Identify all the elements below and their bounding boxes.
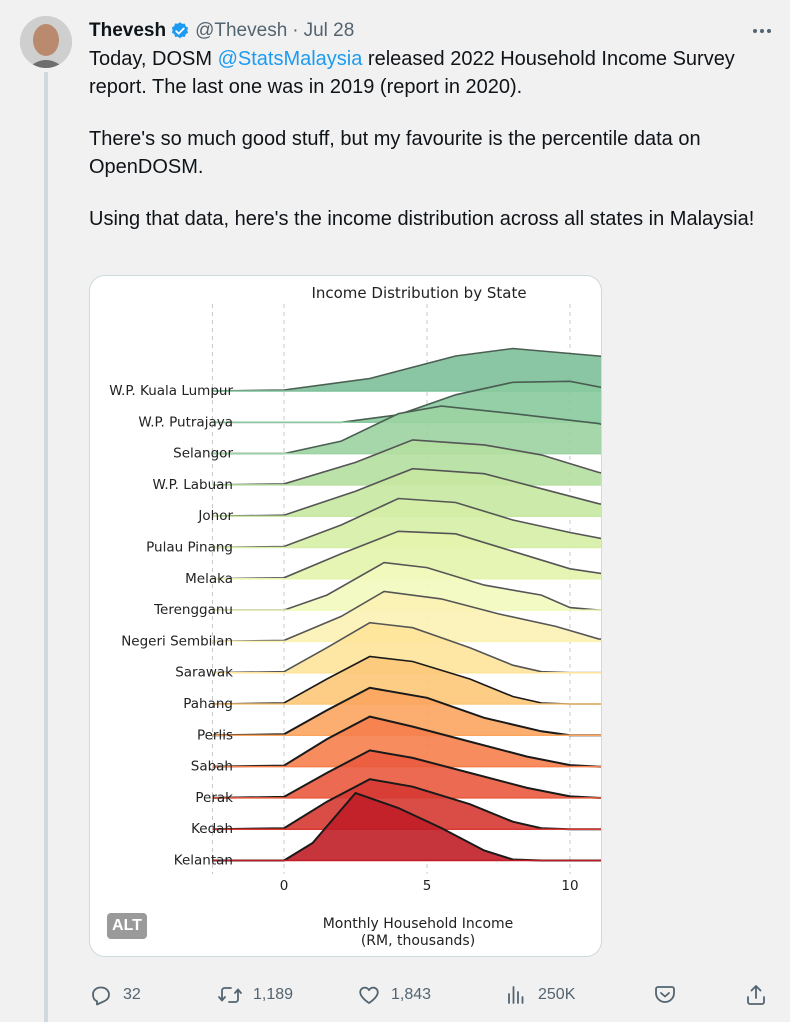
- like-button[interactable]: 1,843: [357, 980, 431, 1010]
- state-label: Perlis: [197, 727, 233, 743]
- state-label: Pulau Pinang: [146, 540, 233, 556]
- more-dots-icon[interactable]: [747, 16, 777, 46]
- author-name[interactable]: Thevesh: [89, 20, 167, 41]
- x-tick-label: 10: [561, 878, 578, 894]
- state-label: Pahang: [183, 696, 233, 712]
- state-label: W.P. Labuan: [153, 477, 233, 493]
- ridge-area: [212, 348, 601, 391]
- state-label: Sabah: [191, 759, 233, 775]
- ridge-line: [212, 347, 601, 392]
- chart-title: Income Distribution by State: [311, 284, 526, 302]
- state-label: W.P. Kuala Lumpur: [109, 383, 233, 399]
- tweet-text-post: released 2022 Household Income Survey re…: [89, 48, 735, 98]
- reply-icon: [92, 986, 110, 1006]
- x-axis-label-line2: (RM, thousands): [361, 933, 475, 949]
- state-label: Johor: [197, 508, 233, 524]
- ridge-area: [212, 793, 601, 861]
- retweet-count: 1,189: [253, 986, 294, 1003]
- mention-link[interactable]: @StatsMalaysia: [217, 48, 363, 70]
- state-label: Negeri Sembilan: [121, 633, 233, 649]
- ridge-line: [212, 686, 601, 737]
- ridge-area: [212, 562, 601, 611]
- ridge-area: [212, 622, 601, 673]
- tweet-paragraph-1: Today, DOSM @StatsMalaysia released 2022…: [89, 45, 769, 101]
- thread-line: [44, 72, 48, 1022]
- ridge-line: [212, 467, 601, 517]
- verified-badge-icon: [170, 21, 190, 41]
- ridge-area: [212, 591, 601, 642]
- state-label: Kelantan: [174, 853, 233, 869]
- state-label: Terengganu: [153, 602, 233, 618]
- ridge-line: [212, 439, 601, 486]
- tweet-paragraph-2: There's so much good stuff, but my favou…: [89, 128, 701, 178]
- ridge-area: [212, 716, 601, 767]
- state-label: Kedah: [191, 821, 233, 837]
- avatar-image: [20, 16, 72, 68]
- alt-badge[interactable]: ALT: [107, 913, 147, 939]
- ridge-area: [212, 406, 601, 454]
- ridge-area: [212, 779, 601, 830]
- state-label: Perak: [195, 790, 233, 806]
- ridgeline-chart: Income Distribution by State W.P. Kuala L…: [109, 284, 601, 949]
- retweet-button[interactable]: 1,189: [217, 980, 293, 1010]
- views-bar-icon: [508, 986, 524, 1004]
- views-button[interactable]: 250K: [504, 980, 575, 1010]
- ridge-line: [212, 561, 601, 611]
- state-label: Selangor: [173, 446, 233, 462]
- ridge-line: [212, 715, 601, 768]
- ridge-area: [212, 468, 601, 517]
- ridge-area: [212, 531, 601, 579]
- ridge-line: [212, 497, 601, 549]
- views-count: 250K: [538, 986, 576, 1003]
- share-button[interactable]: [744, 980, 778, 1010]
- tweet-paragraph-3: Using that data, here's the income distr…: [89, 208, 755, 230]
- author-handle[interactable]: @Thevesh: [195, 20, 288, 41]
- tweet-text-pre: Today, DOSM: [89, 48, 218, 70]
- reply-button[interactable]: 32: [89, 980, 141, 1010]
- action-bar: 32 1,189 1,843 250K: [89, 980, 779, 1010]
- tweet-text: Today, DOSM @StatsMalaysia released 2022…: [89, 45, 769, 257]
- x-tick-label: 5: [423, 878, 432, 894]
- bookmark-icon: [655, 986, 675, 1003]
- ridge-area: [212, 750, 601, 798]
- like-count: 1,843: [391, 986, 432, 1003]
- state-label: Sarawak: [175, 665, 233, 681]
- bookmark-button[interactable]: [652, 980, 688, 1010]
- retweet-icon: [218, 987, 242, 1003]
- reply-count: 32: [123, 986, 141, 1003]
- ridge-area: [212, 439, 601, 485]
- x-tick-label: 0: [280, 878, 289, 894]
- ridge-line: [212, 590, 601, 643]
- x-axis-label: Monthly Household Income: [323, 916, 514, 932]
- state-label: Melaka: [185, 571, 233, 587]
- state-label: W.P. Putrajaya: [138, 414, 233, 430]
- ridge-line: [212, 530, 601, 580]
- ridge-line: [212, 405, 601, 455]
- avatar[interactable]: [20, 16, 72, 68]
- share-icon: [747, 985, 765, 1005]
- ridge-area: [212, 498, 601, 548]
- tweet-date[interactable]: Jul 28: [303, 20, 355, 41]
- separator-dot: ·: [292, 20, 299, 41]
- tweet-header: Thevesh @Thevesh · Jul 28: [89, 18, 354, 44]
- heart-icon: [359, 986, 379, 1004]
- tweet-media-chart[interactable]: Income Distribution by State W.P. Kuala L…: [89, 275, 602, 957]
- ridge-area: [212, 656, 601, 704]
- ridge-line: [212, 380, 601, 424]
